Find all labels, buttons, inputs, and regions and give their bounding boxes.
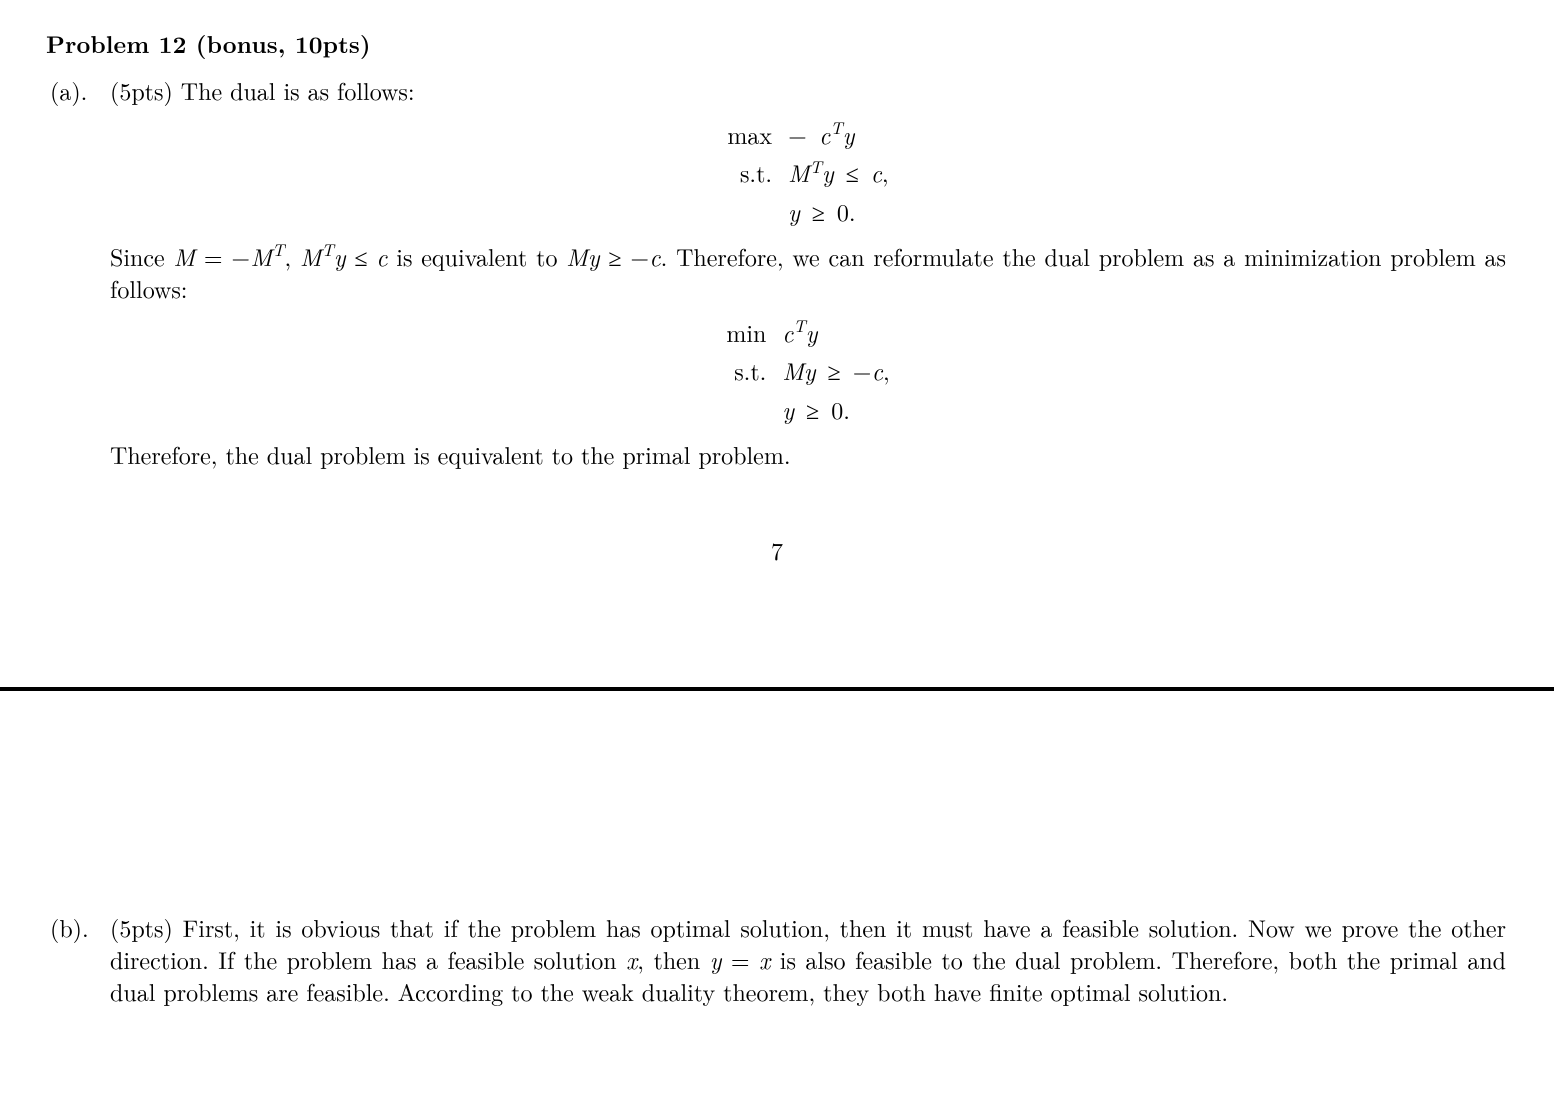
part-b-text: (5pts) First, it is obvious that if the … xyxy=(110,911,1506,1008)
eq2-r3-right: y ≥ 0. xyxy=(774,390,897,428)
document-page: Problem 12 (bonus, 10pts) (a). (5pts) Th… xyxy=(0,0,1554,1062)
eq2-r1-right: cTy xyxy=(774,313,897,351)
dual-min-equation: min cTy s.t. My ≥ −c, y xyxy=(110,313,1506,428)
part-a-label: (a). xyxy=(50,74,106,476)
part-a: (a). (5pts) The dual is as follows: max … xyxy=(50,74,1506,476)
eq-table-2: min cTy s.t. My ≥ −c, y xyxy=(718,313,897,428)
eq2-r2-left: s.t. xyxy=(718,351,774,389)
part-a-body: (5pts) The dual is as follows: max − cTy… xyxy=(110,74,1506,476)
page-number: 7 xyxy=(48,534,1506,566)
eq2-r2-right: My ≥ −c, xyxy=(774,351,897,389)
eq1-r3-right: y ≥ 0. xyxy=(780,192,896,230)
part-b-body: (5pts) First, it is obvious that if the … xyxy=(110,911,1506,1014)
problem-heading: Problem 12 (bonus, 10pts) xyxy=(46,28,1506,60)
eq1-r1-left: max xyxy=(719,115,780,153)
part-b: (b). (5pts) First, it is obvious that if… xyxy=(50,911,1506,1014)
page-2-content: (b). (5pts) First, it is obvious that if… xyxy=(48,691,1506,1014)
part-b-label: (b). xyxy=(50,911,106,1014)
part-a-middle: Since M = −MT, MTy ≤ c is equivalent to … xyxy=(110,240,1506,305)
eq-table-1: max − cTy s.t. MTy ≤ c, xyxy=(719,115,896,230)
eq1-r3-left xyxy=(719,192,780,230)
part-a-conclusion: Therefore, the dual problem is equivalen… xyxy=(110,438,1506,470)
dual-max-equation: max − cTy s.t. MTy ≤ c, xyxy=(110,115,1506,230)
part-a-lead: (5pts) The dual is as follows: xyxy=(110,74,1506,106)
eq1-r1-right: − cTy xyxy=(780,115,896,153)
eq1-r2-left: s.t. xyxy=(719,153,780,191)
eq2-r3-left xyxy=(718,390,774,428)
eq1-r2-right: MTy ≤ c, xyxy=(780,153,896,191)
eq2-r1-left: min xyxy=(718,313,774,351)
